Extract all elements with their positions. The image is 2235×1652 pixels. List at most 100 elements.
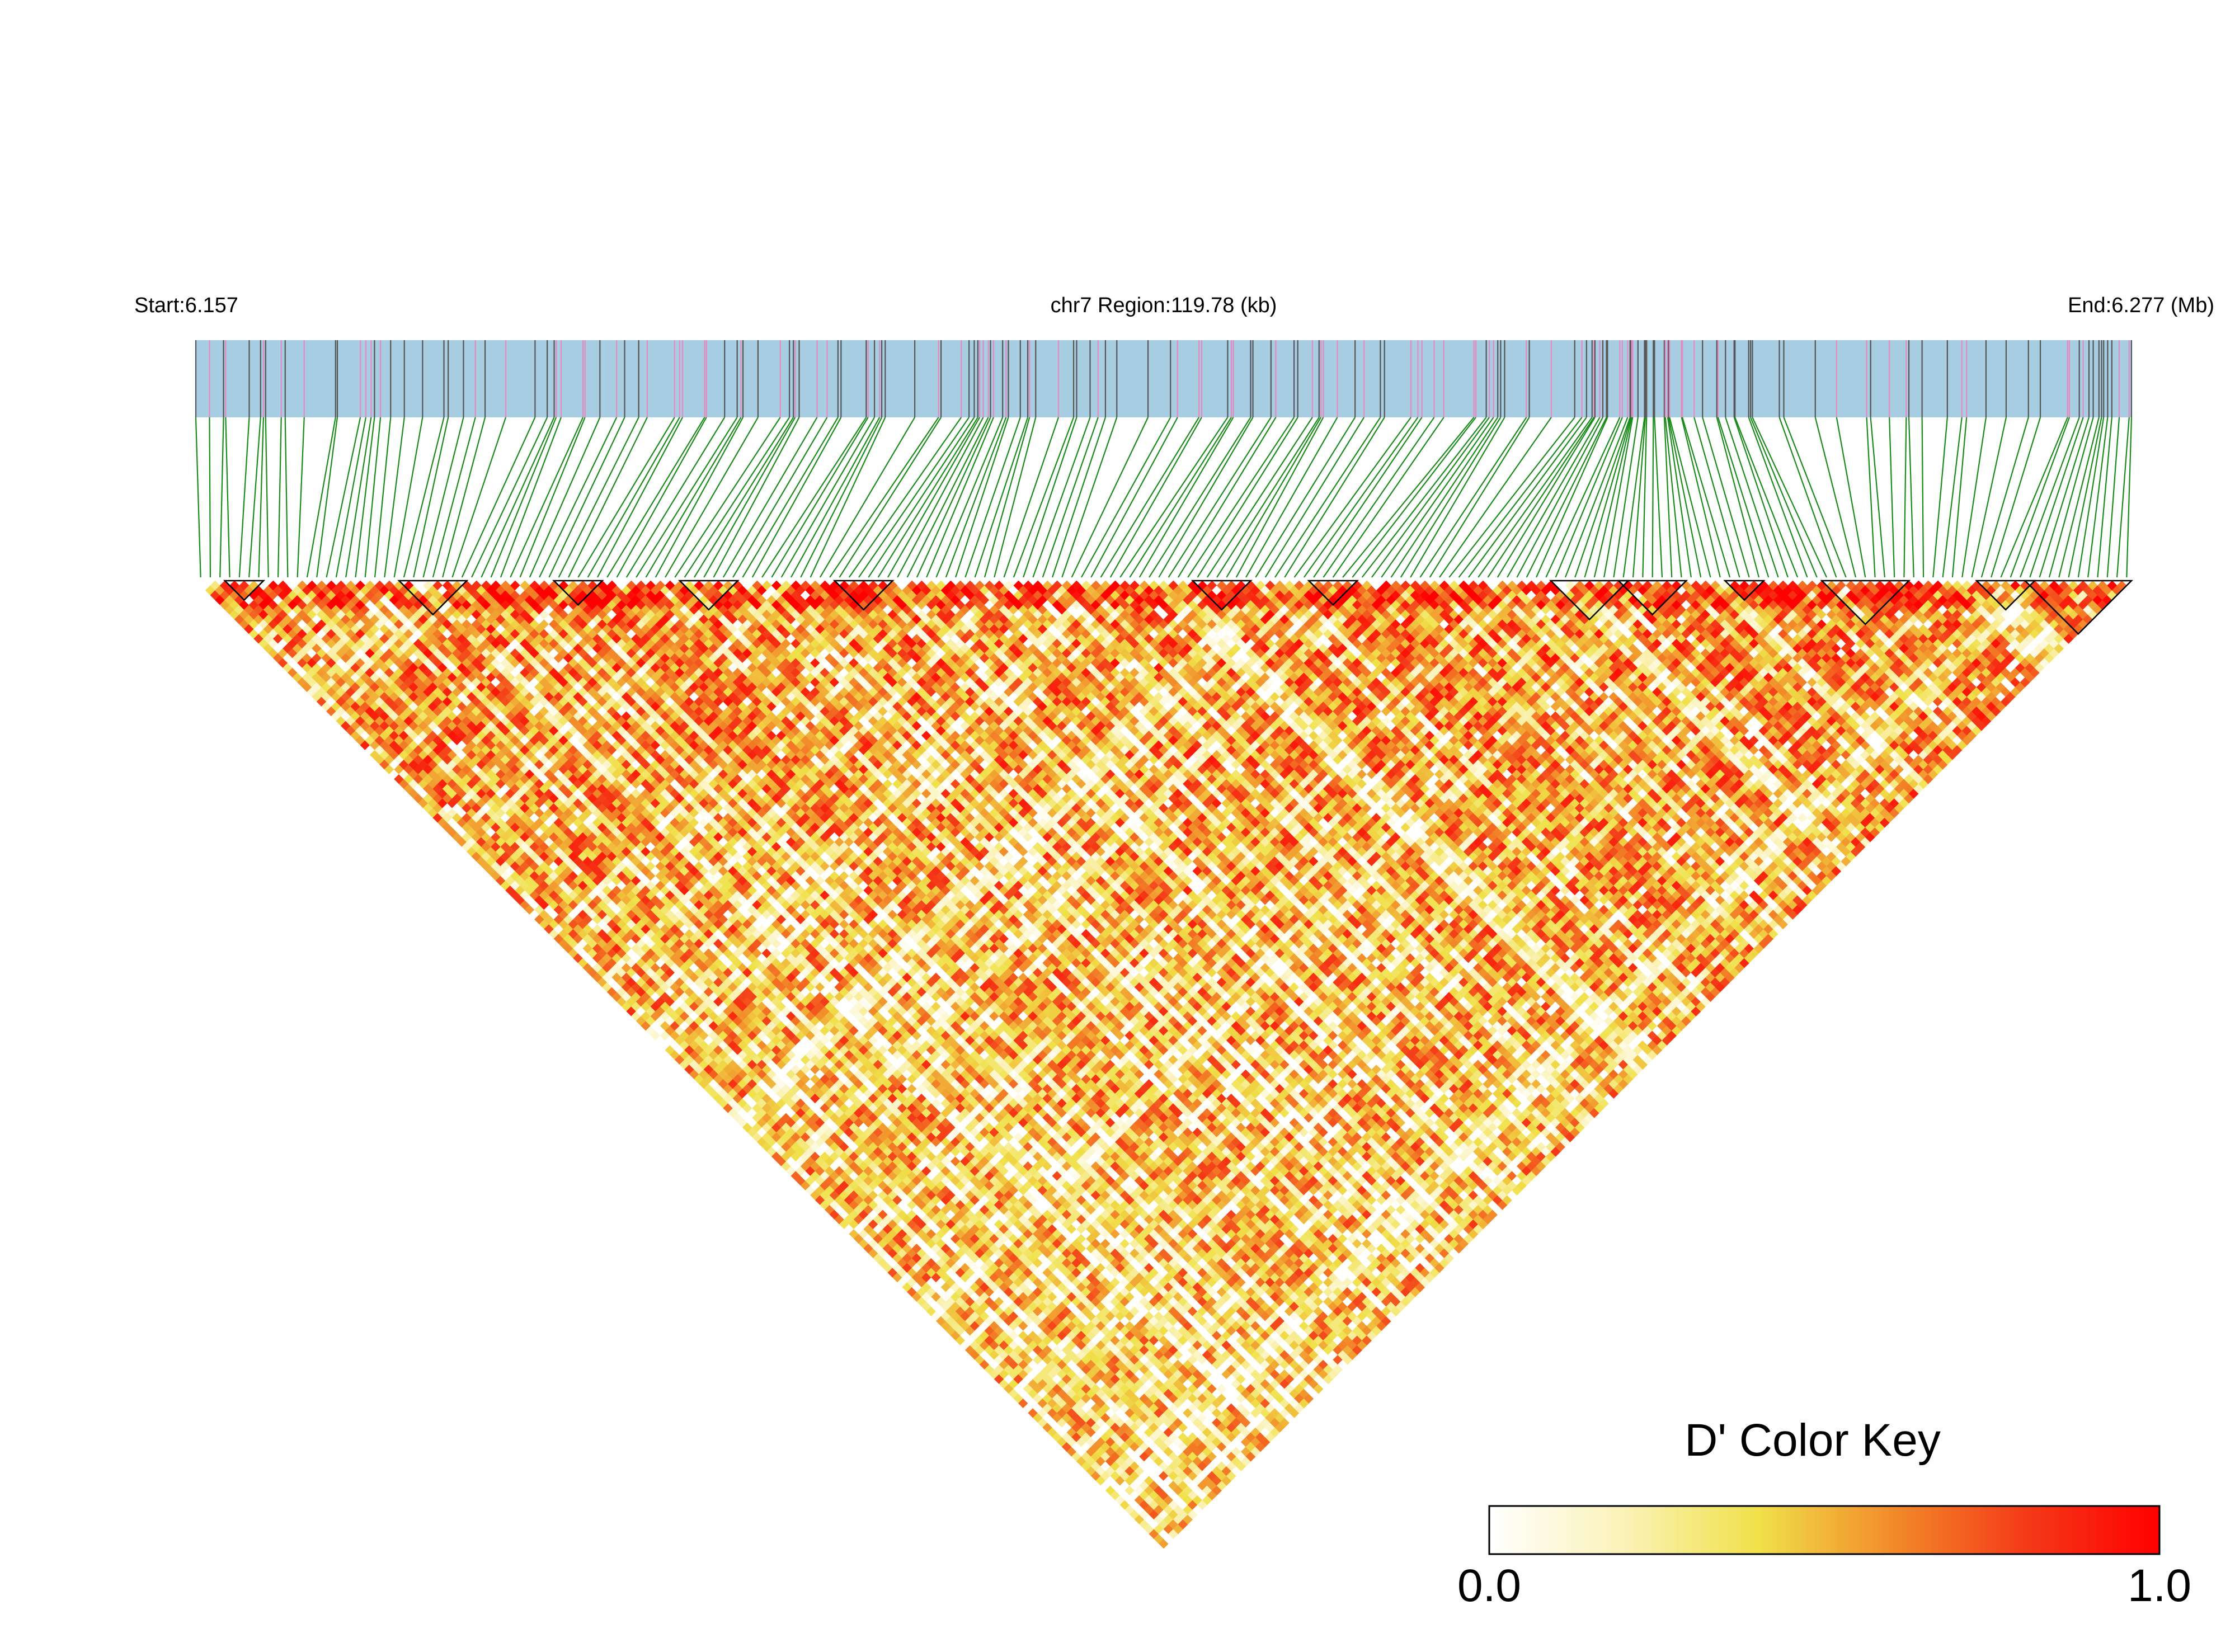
snp-connector (1235, 417, 1324, 578)
snp-connector (1080, 417, 1171, 578)
snp-connector (1903, 417, 1907, 578)
snp-connector (1216, 417, 1320, 578)
snp-connector (1023, 417, 1077, 578)
snp-connector (1323, 417, 1435, 578)
snp-connector (1748, 417, 1808, 578)
snp-connector (1870, 417, 1885, 578)
snp-connector (248, 417, 261, 578)
snp-connector (1507, 417, 1601, 578)
snp-connector (384, 417, 405, 578)
snp-connector (1733, 417, 1789, 578)
snp-connector (868, 417, 975, 578)
snp-connector (1642, 417, 1648, 578)
snp-connector (636, 417, 738, 578)
snp-connector (1651, 417, 1654, 578)
snp-connector (335, 417, 367, 578)
snp-connector (1980, 417, 2029, 578)
snp-connector (1419, 417, 1527, 578)
snp-connector (1734, 417, 1799, 578)
snp-connector (1284, 417, 1385, 578)
snp-connector (684, 417, 791, 578)
snp-connector (1197, 417, 1298, 578)
snp-connector (422, 417, 464, 578)
snp-connector (984, 417, 1031, 578)
snp-connector (1013, 417, 1075, 578)
snp-connector (1932, 417, 1948, 578)
snp-connector (403, 417, 445, 578)
snp-connector (645, 417, 742, 578)
snp-connector (1866, 417, 1876, 578)
snp-connector (195, 417, 201, 578)
snp-connector (1536, 417, 1608, 578)
snp-connector (1352, 417, 1476, 578)
snp-connector (1663, 417, 1673, 578)
snp-connector (1702, 417, 1750, 578)
snp-connector (1293, 417, 1411, 578)
snp-connector (1255, 417, 1356, 578)
snp-connector (2048, 417, 2094, 578)
snp-connector (1468, 417, 1587, 578)
snp-connector (1942, 417, 1963, 578)
snp-connector (1814, 417, 1857, 578)
snp-connector (2077, 417, 2105, 578)
snp-connector (1908, 417, 1914, 578)
snp-connector (1717, 417, 1770, 578)
snp-connector (1206, 417, 1313, 578)
snp-connector (1187, 417, 1295, 578)
snp-connector (751, 417, 842, 578)
snp-connector (1458, 417, 1583, 578)
snp-connector (1725, 417, 1779, 578)
snp-connector (393, 417, 424, 578)
snp-connector (877, 417, 978, 578)
snp-connector (722, 417, 818, 578)
snp-connector (1090, 417, 1178, 578)
snp-connector (1668, 417, 1702, 578)
snp-connector (780, 417, 876, 578)
snp-connector (238, 417, 250, 578)
snp-connector (1439, 417, 1552, 578)
snp-connector (374, 417, 392, 578)
snp-connector (994, 417, 1037, 578)
region-title: chr7 Region:119.78 (kb) (1051, 294, 1277, 317)
snp-connector (839, 417, 942, 578)
snp-connector (471, 417, 548, 578)
snp-connector (916, 417, 991, 578)
snp-connector (1971, 417, 2007, 578)
snp-connector (258, 417, 265, 578)
snp-connector (1545, 417, 1621, 578)
snp-connector (1264, 417, 1365, 578)
snp-connector (1429, 417, 1530, 578)
snp-connector (1109, 417, 1202, 578)
snp-connector (1274, 417, 1381, 578)
snp-connector (1400, 417, 1502, 578)
snp-connector (500, 417, 562, 578)
snp-connector (655, 417, 744, 578)
snp-connector (887, 417, 981, 578)
snp-connector (558, 417, 639, 578)
snp-connector (1564, 417, 1629, 578)
snp-connector (1448, 417, 1575, 578)
snp-connector (1129, 417, 1232, 578)
snp-connector (1603, 417, 1634, 578)
ld-heatmap (200, 580, 2127, 1549)
snp-connector (568, 417, 648, 578)
snp-connector (616, 417, 707, 578)
snp-connector (364, 417, 382, 578)
snp-connector (1381, 417, 1494, 578)
snp-connector (829, 417, 939, 578)
snp-connector (1716, 417, 1760, 578)
snp-connector (1332, 417, 1444, 578)
snp-connector (2068, 417, 2102, 578)
snp-connector (955, 417, 1009, 578)
snp-connector (1390, 417, 1499, 578)
snp-connector (548, 417, 625, 578)
snp-connector (800, 417, 883, 578)
snp-connector (1991, 417, 2041, 578)
snp-connector (732, 417, 828, 578)
snp-connector (1361, 417, 1487, 578)
snp-connector (897, 417, 984, 578)
snp-connector (703, 417, 796, 578)
snp-connector (1303, 417, 1419, 578)
snp-connector (1669, 417, 1711, 578)
